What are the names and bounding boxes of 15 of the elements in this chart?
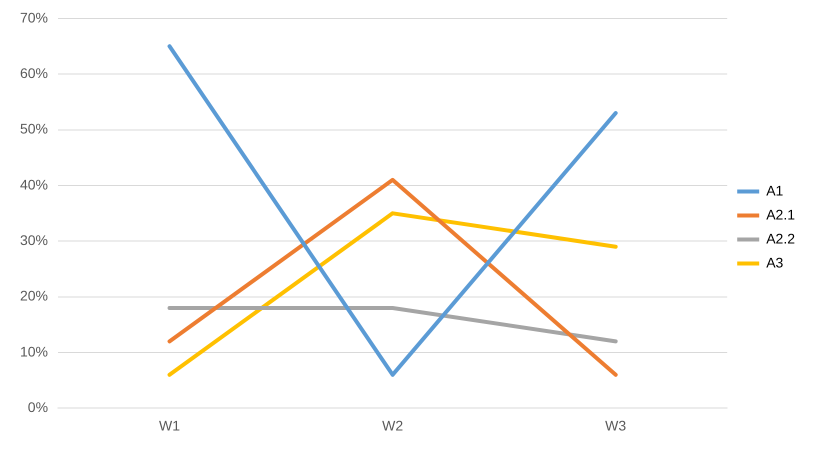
y-tick-label: 50% (20, 120, 48, 137)
x-tick-label: W3 (605, 417, 626, 434)
legend-label: A3 (766, 254, 784, 270)
legend-label: A2.2 (766, 230, 796, 246)
legend-label: A1 (766, 182, 784, 198)
y-tick-label: 60% (20, 64, 48, 81)
x-tick-label: W2 (382, 417, 404, 434)
y-tick-label: 0% (28, 399, 48, 416)
y-tick-label: 20% (20, 288, 48, 304)
y-tick-label: 40% (20, 176, 48, 192)
legend-label: A2.1 (766, 206, 796, 222)
x-tick-label: W1 (159, 417, 180, 434)
y-tick-label: 70% (20, 9, 48, 26)
y-tick-label: 30% (20, 232, 48, 248)
y-tick-label: 10% (20, 343, 48, 360)
